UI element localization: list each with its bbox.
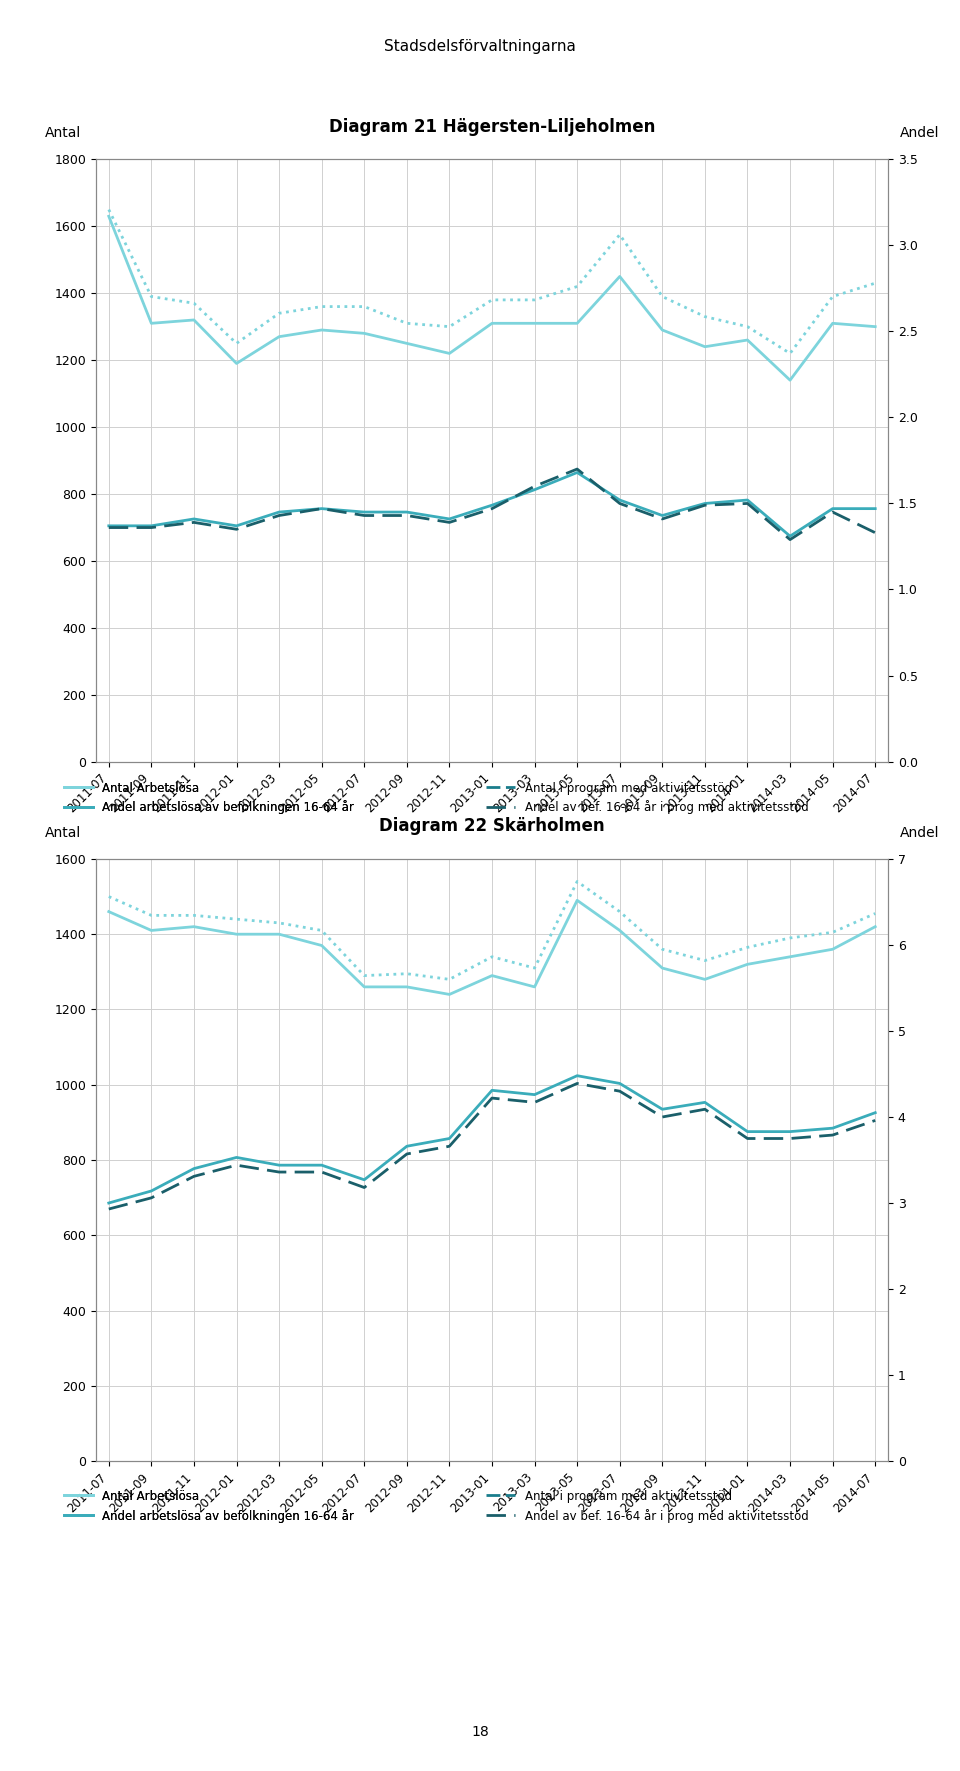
Text: Stadsdelsförvaltningarna: Stadsdelsförvaltningarna xyxy=(384,39,576,53)
Title: Diagram 22 Skärholmen: Diagram 22 Skärholmen xyxy=(379,816,605,836)
Title: Diagram 21 Hägersten-Liljeholmen: Diagram 21 Hägersten-Liljeholmen xyxy=(329,117,655,136)
Text: Antal: Antal xyxy=(44,825,81,839)
Legend: Antal Arbetslösa, Andel arbetslösa av befolkningen 16-64 år: Antal Arbetslösa, Andel arbetslösa av be… xyxy=(63,781,354,815)
Text: Antal: Antal xyxy=(44,126,81,140)
Text: Andel: Andel xyxy=(900,825,940,839)
Legend: Antal Arbetslösa, Andel arbetslösa av befolkningen 16-64 år: Antal Arbetslösa, Andel arbetslösa av be… xyxy=(63,1489,354,1523)
Text: Andel: Andel xyxy=(900,126,940,140)
Legend: Antal i program med aktivitetsstöd, Andel av bef. 16-64 år i prog med aktivitets: Antal i program med aktivitetsstöd, Ande… xyxy=(486,781,808,815)
Text: 18: 18 xyxy=(471,1725,489,1739)
Legend: Antal i program med aktivitetsstöd, Andel av bef. 16-64 år i prog med aktivitets: Antal i program med aktivitetsstöd, Ande… xyxy=(486,1489,808,1523)
